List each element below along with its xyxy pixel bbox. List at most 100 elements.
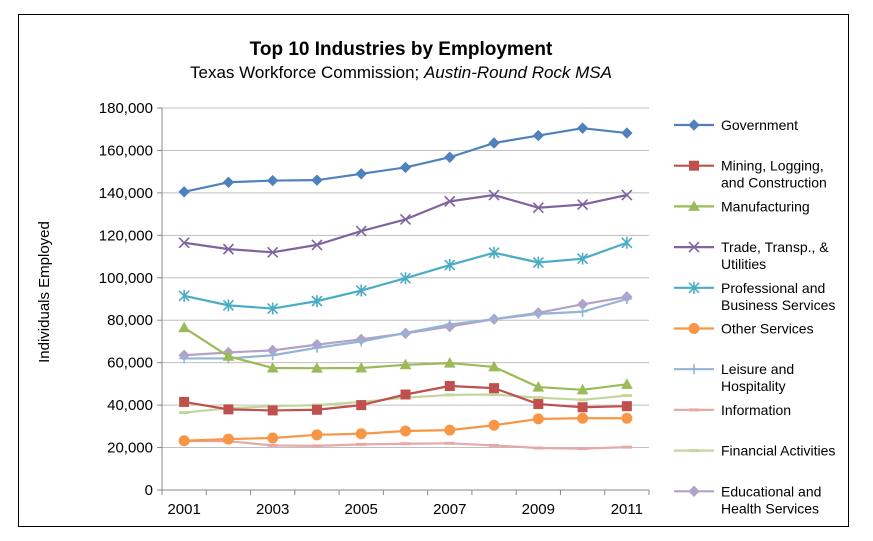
y-tick-label: 0 bbox=[145, 482, 153, 499]
data-point bbox=[400, 389, 411, 400]
data-point bbox=[222, 176, 235, 188]
data-point bbox=[311, 239, 323, 251]
data-point bbox=[311, 362, 323, 373]
data-point bbox=[488, 189, 500, 201]
data-point bbox=[399, 161, 412, 174]
y-tick-label: 120,000 bbox=[99, 227, 153, 244]
subtitle-source: Texas Workforce Commission; bbox=[190, 63, 424, 82]
y-tick-label: 160,000 bbox=[99, 142, 153, 159]
y-tick-label: 100,000 bbox=[99, 270, 153, 287]
data-point bbox=[355, 168, 367, 180]
x-tick-label: 2009 bbox=[522, 501, 555, 518]
data-point bbox=[689, 160, 699, 171]
data-point bbox=[222, 350, 235, 361]
y-tick-label: 20,000 bbox=[107, 440, 153, 457]
series-government bbox=[178, 122, 633, 198]
legend-label: Manufacturing bbox=[721, 198, 810, 214]
data-point bbox=[355, 428, 367, 440]
legend-label: Educational and Health Services bbox=[721, 483, 821, 516]
y-tick-label: 140,000 bbox=[99, 185, 153, 202]
data-point bbox=[489, 314, 500, 325]
data-point bbox=[577, 252, 589, 265]
x-tick-label: 2003 bbox=[256, 501, 289, 518]
data-point bbox=[222, 433, 234, 445]
data-point bbox=[533, 396, 544, 400]
x-tick-label: 2007 bbox=[433, 501, 466, 518]
data-point bbox=[443, 357, 456, 368]
data-point bbox=[688, 119, 700, 131]
x-tick-label: 2005 bbox=[345, 501, 378, 518]
legend-label: Mining, Logging, and Construction bbox=[721, 158, 827, 191]
data-point bbox=[688, 323, 700, 334]
data-point bbox=[311, 174, 323, 186]
data-point bbox=[444, 381, 455, 392]
data-point bbox=[444, 393, 455, 397]
data-point bbox=[178, 237, 190, 249]
data-point bbox=[356, 336, 367, 347]
data-point bbox=[356, 400, 367, 411]
series-group bbox=[178, 122, 633, 451]
x-tick-label: 2001 bbox=[167, 501, 200, 518]
data-point bbox=[577, 198, 589, 211]
data-point bbox=[532, 202, 544, 214]
data-point bbox=[266, 174, 279, 187]
series-professional-and-business-services bbox=[178, 236, 633, 315]
legend-entry: Trade, Transp., & Utilities bbox=[674, 239, 829, 272]
data-point bbox=[488, 360, 500, 372]
series-educational-and-health-services bbox=[178, 291, 633, 361]
data-point bbox=[444, 441, 455, 445]
data-point bbox=[621, 236, 633, 249]
data-point bbox=[400, 442, 411, 446]
data-point bbox=[356, 442, 367, 446]
data-point bbox=[400, 425, 411, 437]
data-point bbox=[444, 259, 456, 272]
legend-entry: Educational and Health Services bbox=[674, 483, 821, 516]
data-point bbox=[444, 151, 456, 163]
data-point bbox=[489, 443, 500, 447]
data-point bbox=[179, 353, 190, 364]
data-point bbox=[576, 122, 589, 134]
data-point bbox=[688, 200, 700, 211]
data-point bbox=[355, 361, 368, 373]
legend-label: Other Services bbox=[721, 321, 814, 337]
data-point bbox=[267, 350, 278, 361]
data-point bbox=[532, 129, 545, 142]
data-point bbox=[621, 412, 633, 424]
data-point bbox=[444, 195, 456, 207]
series-leisure-and-hospitality bbox=[179, 294, 632, 364]
data-point bbox=[311, 342, 322, 353]
series-trade-transp-utilities bbox=[178, 189, 633, 258]
data-point bbox=[311, 429, 323, 441]
data-point bbox=[311, 444, 322, 448]
data-point bbox=[689, 449, 699, 453]
data-point bbox=[577, 402, 588, 413]
data-point bbox=[689, 408, 699, 412]
chart-title: Top 10 Industries by Employment bbox=[250, 39, 553, 60]
data-point bbox=[532, 381, 545, 392]
legend-label: Information bbox=[721, 402, 791, 418]
data-point bbox=[355, 225, 367, 237]
legend-entry: Government bbox=[674, 117, 798, 133]
data-point bbox=[355, 284, 367, 297]
data-point bbox=[621, 378, 633, 389]
x-tick-label: 2011 bbox=[611, 501, 643, 518]
legend-entry: Other Services bbox=[674, 321, 814, 337]
legend-entry: Manufacturing bbox=[674, 198, 810, 214]
data-point bbox=[179, 396, 190, 407]
data-point bbox=[488, 137, 500, 149]
data-point bbox=[577, 412, 589, 424]
y-tick-label: 40,000 bbox=[107, 397, 153, 414]
data-point bbox=[621, 401, 632, 412]
data-point bbox=[688, 281, 700, 294]
data-point bbox=[621, 394, 632, 398]
data-point bbox=[489, 383, 500, 394]
data-point bbox=[267, 405, 278, 416]
data-point bbox=[400, 327, 411, 338]
legend-label: Leisure and Hospitality bbox=[721, 361, 794, 394]
series-line bbox=[184, 295, 628, 357]
data-point bbox=[267, 246, 279, 258]
data-point bbox=[222, 243, 234, 255]
legend: Government Mining, Logging, and Constructi… bbox=[674, 117, 835, 516]
series-line bbox=[183, 127, 627, 193]
y-axis-label: Individuals Employed bbox=[36, 221, 53, 363]
